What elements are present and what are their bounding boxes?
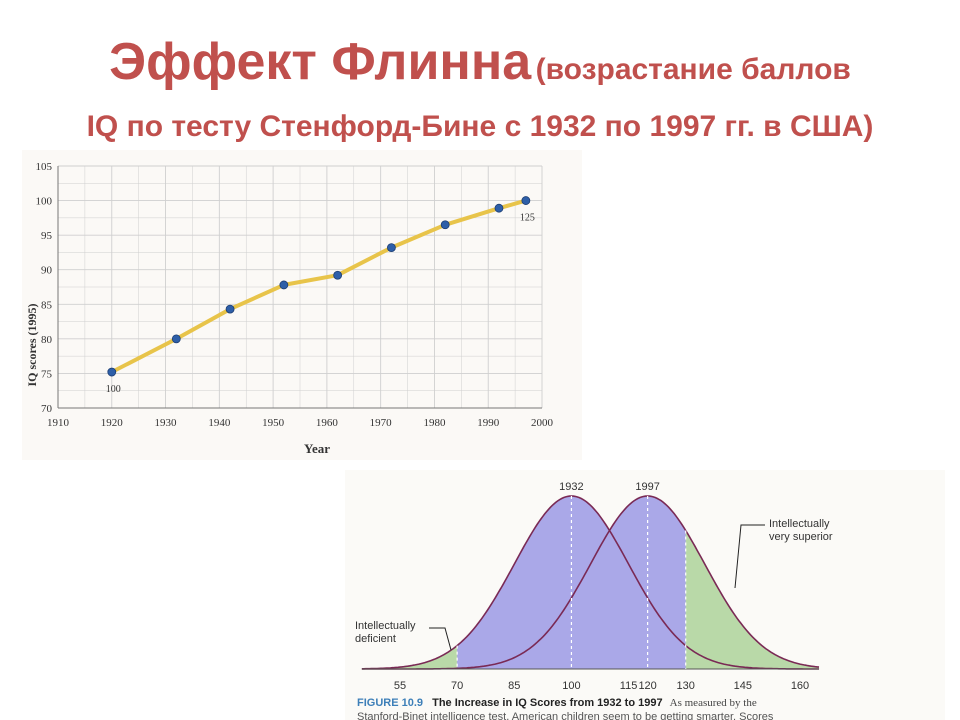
point-annotation: 100	[106, 384, 121, 395]
iq-tick-label: 85	[508, 680, 520, 692]
iq-data-point	[225, 304, 235, 314]
y-axis-label: IQ scores (1995)	[25, 303, 39, 386]
iq-tick-label: 55	[394, 680, 406, 692]
iq-data-point	[521, 196, 531, 205]
x-tick-label: 1970	[370, 417, 393, 429]
y-tick-label: 75	[41, 368, 53, 380]
deficient-region	[361, 645, 458, 669]
iq-tick-label: 130	[677, 680, 695, 692]
superior-label-line1: Intellectually	[769, 518, 830, 530]
x-tick-label: 1960	[316, 417, 339, 429]
figure-text: As measured by the	[670, 697, 757, 709]
line-chart-background	[22, 150, 582, 460]
y-tick-label: 70	[41, 403, 53, 415]
y-tick-label: 90	[41, 265, 53, 277]
iq-data-point	[494, 203, 504, 213]
curve-1932	[361, 495, 819, 670]
iq-data-point	[107, 367, 117, 377]
y-tick-label: 105	[36, 161, 53, 173]
x-tick-label: 1940	[208, 417, 231, 429]
iq-data-point	[279, 280, 289, 290]
deficient-label-line1: Intellectually	[355, 620, 416, 632]
iq-distribution-chart: 55 70 85 100 115 120 130 145 160 1932 1997 Intelle…	[345, 470, 945, 720]
figure-number: FIGURE 10.9	[357, 697, 423, 709]
x-tick-label: 1980	[423, 417, 446, 429]
iq-tick-label: 70	[451, 680, 463, 692]
title-main: Эффект Флинна	[109, 33, 532, 91]
curve-year-label: 1932	[559, 481, 583, 493]
iq-tick-label: 120	[638, 680, 656, 692]
line-chart-grid	[57, 165, 543, 409]
iq-data-point	[333, 270, 343, 280]
curve-year-label: 1997	[635, 481, 659, 493]
line-chart-annotations: 100 125	[106, 213, 535, 395]
distribution-tick-labels: 55 70 85 100 115 120 130 145 160	[394, 680, 809, 692]
iq-tick-label: 160	[791, 680, 809, 692]
x-tick-label: 1950	[262, 417, 285, 429]
slide-title: Эффект Флинна (возрастание баллов IQ по …	[0, 28, 960, 145]
line-chart-tick-labels: 1910 1920 1930 1940 1950 1960 1970 1980 1990 2000…	[36, 161, 554, 429]
y-tick-label: 85	[41, 299, 53, 311]
superior-region	[685, 530, 820, 669]
iq-tick-label: 145	[734, 680, 752, 692]
y-tick-label: 80	[41, 334, 53, 346]
x-tick-label: 2000	[531, 417, 554, 429]
deficient-pointer	[429, 627, 452, 651]
figure-title: The Increase in IQ Scores from 1932 to 1…	[432, 697, 663, 709]
x-axis-label: Year	[304, 441, 330, 456]
superior-pointer	[734, 524, 765, 589]
iq-trend-line-chart: 1910 1920 1930 1940 1950 1960 1970 1980 1990 2000…	[22, 150, 582, 460]
title-subtitle-part2: IQ по тесту Стенфорд-Бине с 1932 по 1997…	[86, 110, 874, 143]
iq-series-points	[107, 196, 531, 377]
x-tick-label: 1990	[477, 417, 500, 429]
x-tick-label: 1920	[101, 417, 124, 429]
iq-data-point	[171, 334, 181, 344]
x-tick-label: 1930	[155, 417, 178, 429]
title-subtitle-part1: (возрастание баллов	[535, 53, 851, 86]
figure-caption-line2: Stanford-Binet intelligence test, Americ…	[357, 711, 774, 720]
iq-tick-label: 115	[620, 680, 638, 692]
distribution-areas	[361, 496, 820, 669]
x-tick-label: 1910	[47, 417, 70, 429]
figure-caption-line1: FIGURE 10.9 The Increase in IQ Scores fr…	[357, 697, 757, 709]
distribution-labels: 1932 1997IntellectuallydeficientIntellect…	[355, 481, 833, 651]
distribution-guide-lines	[361, 496, 820, 670]
point-annotation: 125	[520, 213, 535, 224]
iq-tick-label: 100	[562, 680, 580, 692]
iq-data-point	[387, 243, 396, 252]
deficient-label-line2: deficient	[355, 633, 396, 645]
y-tick-label: 100	[36, 196, 53, 208]
superior-label-line2: very superior	[769, 531, 833, 543]
iq-data-point	[440, 220, 450, 230]
y-tick-label: 95	[41, 230, 53, 242]
